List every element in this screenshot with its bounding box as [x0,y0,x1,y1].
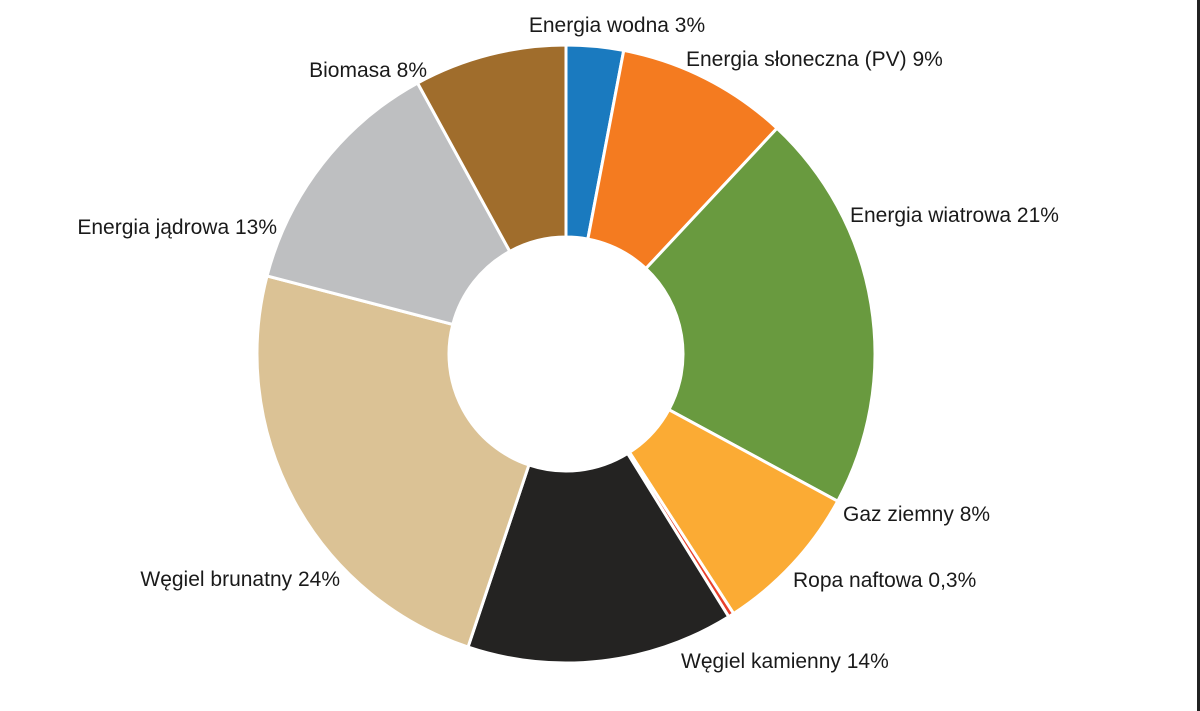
slice-w-giel-kamienny [466,451,731,665]
label-ropa-naftowa: Ropa naftowa 0,3% [793,569,976,592]
label-biomasa: Biomasa 8% [309,59,427,82]
label-energia-j-drowa: Energia jądrowa 13% [77,216,277,239]
label-energia-s-oneczna-pv: Energia słoneczna (PV) 9% [686,48,943,71]
label-w-giel-kamienny: Węgiel kamienny 14% [681,650,889,673]
slice-energia-wiatrowa [644,126,877,503]
label-w-giel-brunatny: Węgiel brunatny 24% [140,568,340,591]
labels-layer: Energia wodna 3% Energia słoneczna (PV) 9… [77,14,1059,673]
label-energia-wiatrowa: Energia wiatrowa 21% [850,204,1059,227]
label-gaz-ziemny: Gaz ziemny 8% [843,503,990,526]
edge-divider [1197,0,1200,711]
label-energia-wodna: Energia wodna 3% [529,14,705,37]
slices-layer [255,43,877,665]
slice-w-giel-brunatny [255,274,531,649]
slice-biomasa [416,43,568,253]
